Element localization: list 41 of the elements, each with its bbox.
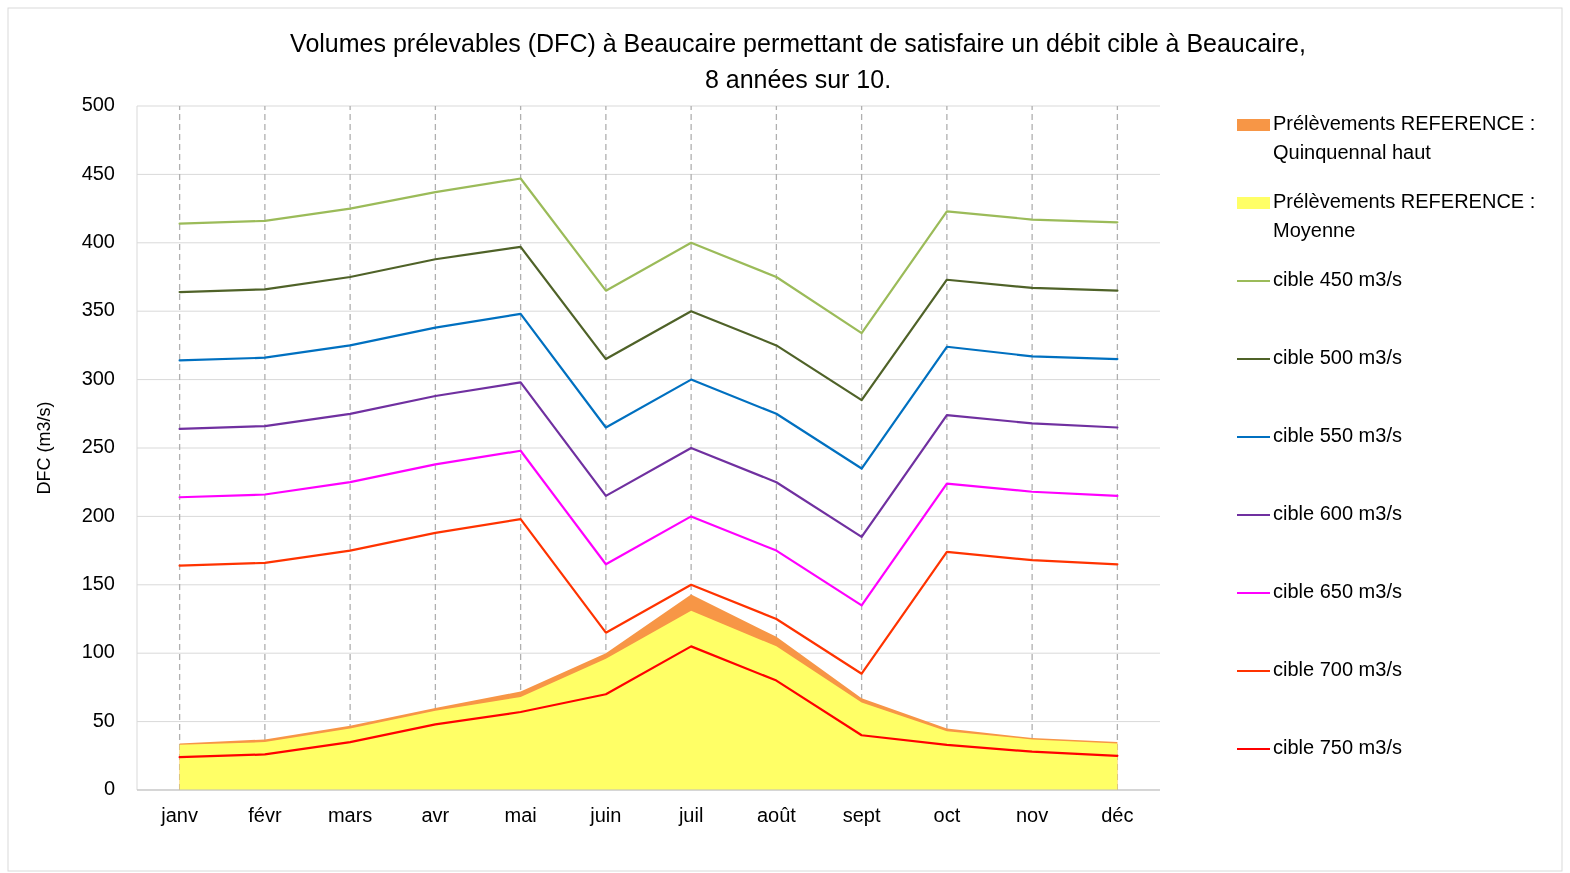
y-tick-label: 500 [81,93,115,116]
legend-label: cible 550 m3/s [1273,424,1402,447]
line-series [178,381,1119,539]
y-tick-label: 400 [81,230,115,253]
y-tick-label: 200 [81,503,115,526]
x-tick-label: mars [327,804,373,826]
y-tick-label: 50 [92,708,115,731]
y-tick-label: 300 [81,366,115,389]
legend-label: cible 750 m3/s [1273,736,1402,759]
x-tick-label: août [756,804,797,826]
line-series [178,177,1119,335]
legend-label: cible 450 m3/s [1273,268,1402,291]
x-tick-label: janv [160,804,198,826]
legend-label: cible 650 m3/s [1273,580,1402,603]
y-tick-label: 450 [81,161,115,184]
line-series [178,518,1119,675]
x-tick-label: févr [248,804,282,826]
legend-label: cible 600 m3/s [1273,502,1402,525]
line-series [178,449,1119,607]
y-axis-title: DFC (m3/s) [34,401,54,495]
line-series [178,245,1119,402]
legend-label: cible 500 m3/s [1273,346,1402,369]
x-tick-label: juil [677,804,704,826]
line-series [178,645,1119,759]
legend-label: Prélèvements REFERENCE : Quinquennal haut [1273,112,1536,164]
y-tick-label: 350 [81,298,115,321]
x-tick-label: déc [1101,804,1134,826]
y-tick-label: 150 [81,572,115,595]
x-tick-label: nov [1016,804,1049,826]
legend-label: Prélèvements REFERENCE : Moyenne [1273,190,1536,242]
y-tick-label: 0 [103,777,115,800]
chart-title: Volumes prélevables (DFC) à Beaucaire permettant de satisfaire un débit cible à Beaucaire, 8 années sur 10. [290,29,1306,93]
x-tick-label: sept [842,804,881,826]
line-series [178,312,1119,470]
legend-label: cible 700 m3/s [1273,658,1402,681]
y-tick-label: 100 [81,640,115,663]
x-tick-label: avr [421,804,450,826]
x-tick-label: oct [933,804,961,826]
x-tick-label: juin [589,804,622,826]
y-tick-label: 250 [81,435,115,458]
x-tick-label: mai [504,804,537,826]
